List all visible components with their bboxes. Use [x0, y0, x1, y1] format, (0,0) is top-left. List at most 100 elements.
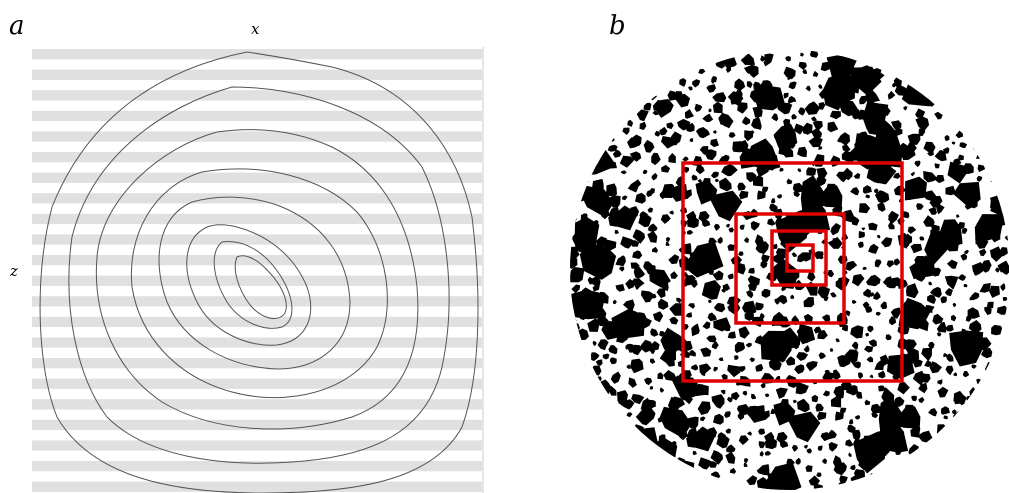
particle — [885, 334, 892, 341]
particle — [691, 323, 700, 337]
particle — [608, 345, 618, 355]
particle — [669, 303, 684, 316]
particle — [758, 441, 766, 449]
particle — [889, 316, 897, 326]
particle — [843, 167, 853, 181]
particle — [917, 430, 934, 444]
particle — [684, 109, 694, 119]
particle — [689, 349, 696, 357]
particle — [631, 134, 642, 146]
particle — [610, 448, 641, 479]
particle — [679, 78, 687, 87]
particle — [876, 234, 881, 239]
particle — [921, 347, 932, 362]
particle — [704, 149, 717, 161]
particle — [712, 253, 721, 263]
particle — [807, 272, 816, 282]
particle — [1001, 436, 1009, 448]
particle — [950, 314, 957, 322]
particle — [992, 477, 1004, 488]
particle — [570, 157, 574, 168]
particle — [783, 92, 789, 99]
particle — [791, 444, 799, 452]
particle — [998, 151, 1008, 161]
particle — [632, 250, 643, 259]
particle — [902, 240, 910, 248]
particle — [952, 61, 960, 69]
particle — [748, 64, 759, 78]
particle — [570, 429, 579, 442]
particle — [747, 431, 752, 436]
particle — [726, 223, 730, 228]
particle — [654, 130, 661, 137]
particle — [689, 138, 694, 143]
particle — [570, 267, 585, 283]
particle — [865, 306, 873, 313]
particle — [734, 78, 746, 92]
particle — [670, 51, 681, 60]
particle — [875, 72, 885, 81]
particle — [874, 188, 879, 194]
particle — [981, 118, 993, 130]
particle — [777, 102, 793, 115]
particle — [974, 96, 979, 103]
particle — [982, 397, 1005, 422]
particle — [947, 161, 967, 184]
particle — [981, 157, 995, 168]
particle — [706, 335, 717, 343]
particle — [858, 203, 871, 214]
particle — [657, 464, 695, 490]
box-medium — [770, 229, 828, 287]
particle — [651, 152, 661, 166]
particle — [976, 176, 983, 182]
particle — [944, 135, 950, 142]
particle — [772, 253, 784, 264]
particle — [790, 294, 794, 299]
particle — [673, 457, 685, 468]
particle — [971, 479, 978, 487]
particle — [849, 419, 854, 425]
particle — [794, 364, 805, 375]
particle — [943, 415, 948, 420]
particle — [963, 109, 971, 117]
particle — [726, 489, 749, 490]
particle — [816, 175, 827, 186]
particle — [643, 467, 658, 485]
particle — [798, 62, 807, 70]
particle — [961, 356, 971, 365]
particle — [895, 405, 921, 429]
particle — [827, 429, 837, 440]
particle — [975, 453, 988, 470]
stripe — [32, 193, 482, 204]
particle — [946, 69, 965, 88]
particle — [869, 50, 883, 55]
particle — [642, 50, 676, 77]
particle — [607, 114, 617, 124]
particle — [980, 131, 992, 144]
particle — [590, 365, 602, 376]
particle — [727, 273, 734, 280]
particle — [697, 487, 703, 490]
particle — [918, 396, 925, 404]
particle — [654, 77, 660, 85]
particle — [592, 284, 600, 292]
particle — [668, 254, 680, 265]
particle — [875, 175, 882, 184]
particle — [899, 460, 905, 466]
particle — [619, 266, 625, 272]
particle — [610, 371, 621, 384]
particle — [1005, 318, 1009, 327]
particle — [903, 50, 912, 55]
particle — [716, 50, 722, 58]
particle — [670, 271, 678, 279]
particle — [760, 55, 766, 62]
particle — [751, 393, 756, 400]
particle — [866, 489, 878, 490]
particle — [881, 179, 887, 185]
particle — [971, 364, 977, 369]
particle — [830, 50, 836, 54]
particle — [989, 95, 997, 105]
particle — [685, 416, 699, 429]
particle — [708, 190, 743, 222]
particle — [891, 472, 902, 481]
